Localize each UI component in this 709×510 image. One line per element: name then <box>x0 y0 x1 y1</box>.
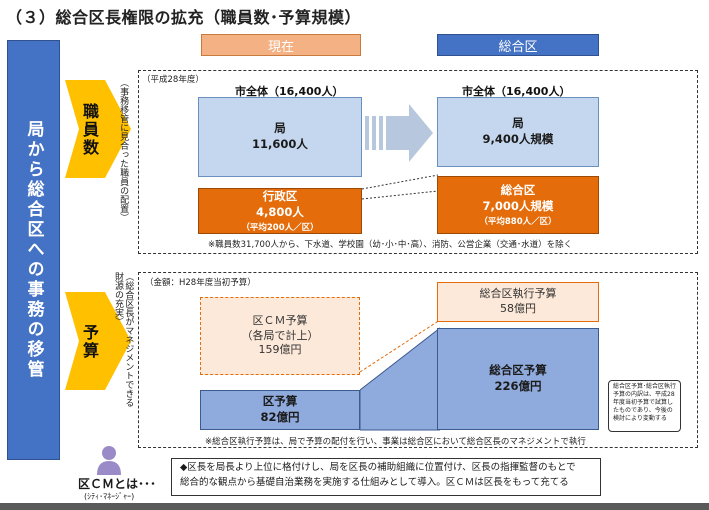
cm-description-line2: 総合的な観点から基礎自治業務を実施する仕組みとして導入。区ＣＭは区長をもって充て… <box>180 476 569 488</box>
budget-left-ward-l2: 82億円 <box>260 410 300 424</box>
staff-right-whole: 市全体（16,400人） <box>462 85 571 98</box>
side-banner: 局から総合区への事務の移管 <box>7 40 60 460</box>
staff-left-kyoku-l2: 11,600人 <box>252 137 308 151</box>
staff-transfer-arrow-icon <box>365 104 433 162</box>
budget-left-cm-l2: （各局で計上） <box>241 328 319 342</box>
bottom-bar <box>0 503 709 510</box>
budget-estimate-note: 総合区予算･総合区執行予算の内訳は、平成28年度当初予算で試算したものであり、今… <box>608 380 681 432</box>
cm-label: 区ＣＭとは･･･ <box>78 477 157 491</box>
staff-left-kyoku-l1: 局 <box>274 121 286 136</box>
staff-right-kyoku-l1: 局 <box>512 116 524 131</box>
budget-left-cm-box: 区ＣＭ予算 （各局で計上） 159億円 <box>200 297 360 375</box>
cm-sub-label: (ｼﾃｨ･ﾏﾈｰｼﾞｬｰ) <box>84 492 135 501</box>
staff-left-ward-box: 行政区 4,800人 （平均200人／区） <box>198 188 362 234</box>
staff-panel <box>138 70 698 254</box>
column-header-current: 現在 <box>201 34 361 56</box>
column-header-sogoku-label: 総合区 <box>498 39 538 55</box>
staff-right-kyoku-l2: 9,400人規模 <box>482 132 554 146</box>
budget-left-cm-l3: 159億円 <box>258 343 302 357</box>
staff-left-whole: 市全体（16,400人） <box>235 85 344 98</box>
budget-row-label: 予算 <box>72 315 106 369</box>
staff-row-label-text: 職員数 <box>80 103 99 157</box>
staff-left-ward-l1: 行政区 <box>262 189 298 204</box>
budget-side-note-2: 財源の充実） <box>113 272 123 326</box>
page-title: （３）総合区長権限の拡充（職員数･予算規模） <box>6 8 362 27</box>
cm-description-line1: ◆区長を局長より上位に格付けし、局を区長の補助組織に位置付け、区長の指揮監督のも… <box>180 462 576 473</box>
staff-right-sogo-box: 総合区 7,000人規模 （平均880人／区） <box>437 176 599 234</box>
budget-left-ward-l1: 区予算 <box>262 394 298 409</box>
budget-chevron-icon <box>65 292 131 390</box>
column-header-current-label: 現在 <box>267 39 294 55</box>
column-header-sogoku: 総合区 <box>437 34 599 56</box>
staff-chevron-icon <box>65 80 131 178</box>
budget-panel <box>138 272 698 448</box>
budget-left-ward-box: 区予算 82億円 <box>200 390 360 430</box>
staff-right-sogo-l3: （平均880人／区） <box>479 216 557 227</box>
staff-left-ward-l3: （平均200人／区） <box>241 222 319 233</box>
budget-right-exec-l2: 58億円 <box>500 302 536 315</box>
person-icon <box>97 446 121 475</box>
budget-right-sogo-l2: 226億円 <box>494 379 542 393</box>
staff-right-sogo-l2: 7,000人規模 <box>482 199 554 213</box>
budget-right-exec-l1: 総合区執行予算 <box>479 287 557 301</box>
budget-connector-wedge <box>360 319 440 431</box>
staff-year-note: （平成28年度） <box>142 75 204 85</box>
budget-right-exec-box: 総合区執行予算 58億円 <box>437 282 599 322</box>
budget-row-label-text: 予算 <box>80 324 99 360</box>
cm-description: ◆区長を局長より上位に格付けし、局を区長の補助組織に位置付け、区長の指揮監督のも… <box>171 458 601 496</box>
budget-right-sogo-l1: 総合区予算 <box>489 363 547 378</box>
budget-side-note-1: （総合区長がマネジメントできる <box>123 272 134 407</box>
budget-amount-note: （金額：H28年度当初予算） <box>145 278 256 288</box>
staff-row-label: 職員数 <box>72 95 106 165</box>
budget-right-sogo-box: 総合区予算 226億円 <box>437 328 599 430</box>
staff-left-kyoku-box: 局 11,600人 <box>198 97 362 177</box>
staff-side-note: （事務移管に見合った職員の配置） <box>113 78 133 246</box>
side-banner-text: 局から総合区への事務の移管 <box>23 120 44 380</box>
staff-left-ward-l2: 4,800人 <box>256 205 304 219</box>
budget-footnote: ※総合区執行予算は、局で予算の配付を行い、事業は総合区において総合区長のマネジメ… <box>205 437 586 447</box>
staff-side-note-text: （事務移管に見合った職員の配置） <box>118 78 129 222</box>
staff-dotted-connector <box>361 174 439 200</box>
staff-right-kyoku-box: 局 9,400人規模 <box>437 97 599 167</box>
budget-side-note: （総合区長がマネジメントできる 財源の充実） <box>108 272 138 442</box>
staff-footnote: ※職員数31,700人から、下水道、学校園（幼･小･中･高）、消防、公営企業（交… <box>208 240 573 250</box>
budget-left-cm-l1: 区ＣＭ予算 <box>252 313 308 327</box>
staff-right-sogo-l1: 総合区 <box>500 183 536 198</box>
